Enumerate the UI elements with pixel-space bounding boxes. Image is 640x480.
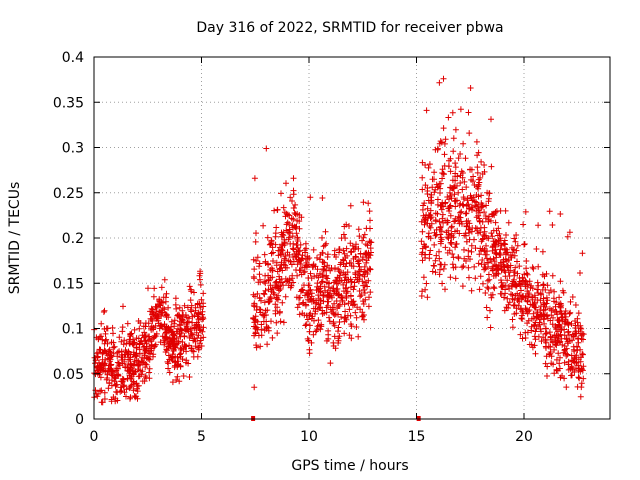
y-tick-label: 0.2 (62, 231, 84, 247)
y-axis-label: SRMTID / TECUs (7, 182, 23, 295)
x-tick-label: 5 (197, 429, 206, 445)
x-axis-label: GPS time / hours (291, 458, 408, 474)
y-tick-label: 0.1 (62, 322, 84, 338)
y-tick-label: 0.15 (53, 276, 84, 292)
y-tick-label: 0.3 (62, 141, 84, 157)
chart-title: Day 316 of 2022, SRMTID for receiver pbw… (196, 20, 503, 36)
grid-lines (93, 56, 610, 420)
srmtid-points (91, 75, 587, 406)
y-tick-label: 0.05 (53, 367, 84, 383)
y-tick-label: 0.25 (53, 186, 84, 202)
x-tick-label: 0 (90, 429, 99, 445)
y-axis-ticks: 0 0.05 0.1 0.15 0.2 0.25 0.3 0.35 0.4 (53, 50, 610, 428)
y-tick-label: 0.35 (53, 95, 84, 111)
y-tick-label: 0.4 (62, 50, 84, 66)
x-tick-label: 20 (515, 429, 533, 445)
data-points (91, 75, 587, 406)
y-tick-label: 0 (75, 412, 84, 428)
plot-frame (93, 56, 611, 420)
x-axis-ticks: 0 5 10 15 20 (90, 57, 533, 445)
x-tick-label: 15 (408, 429, 426, 445)
x-tick-label: 10 (300, 429, 318, 445)
